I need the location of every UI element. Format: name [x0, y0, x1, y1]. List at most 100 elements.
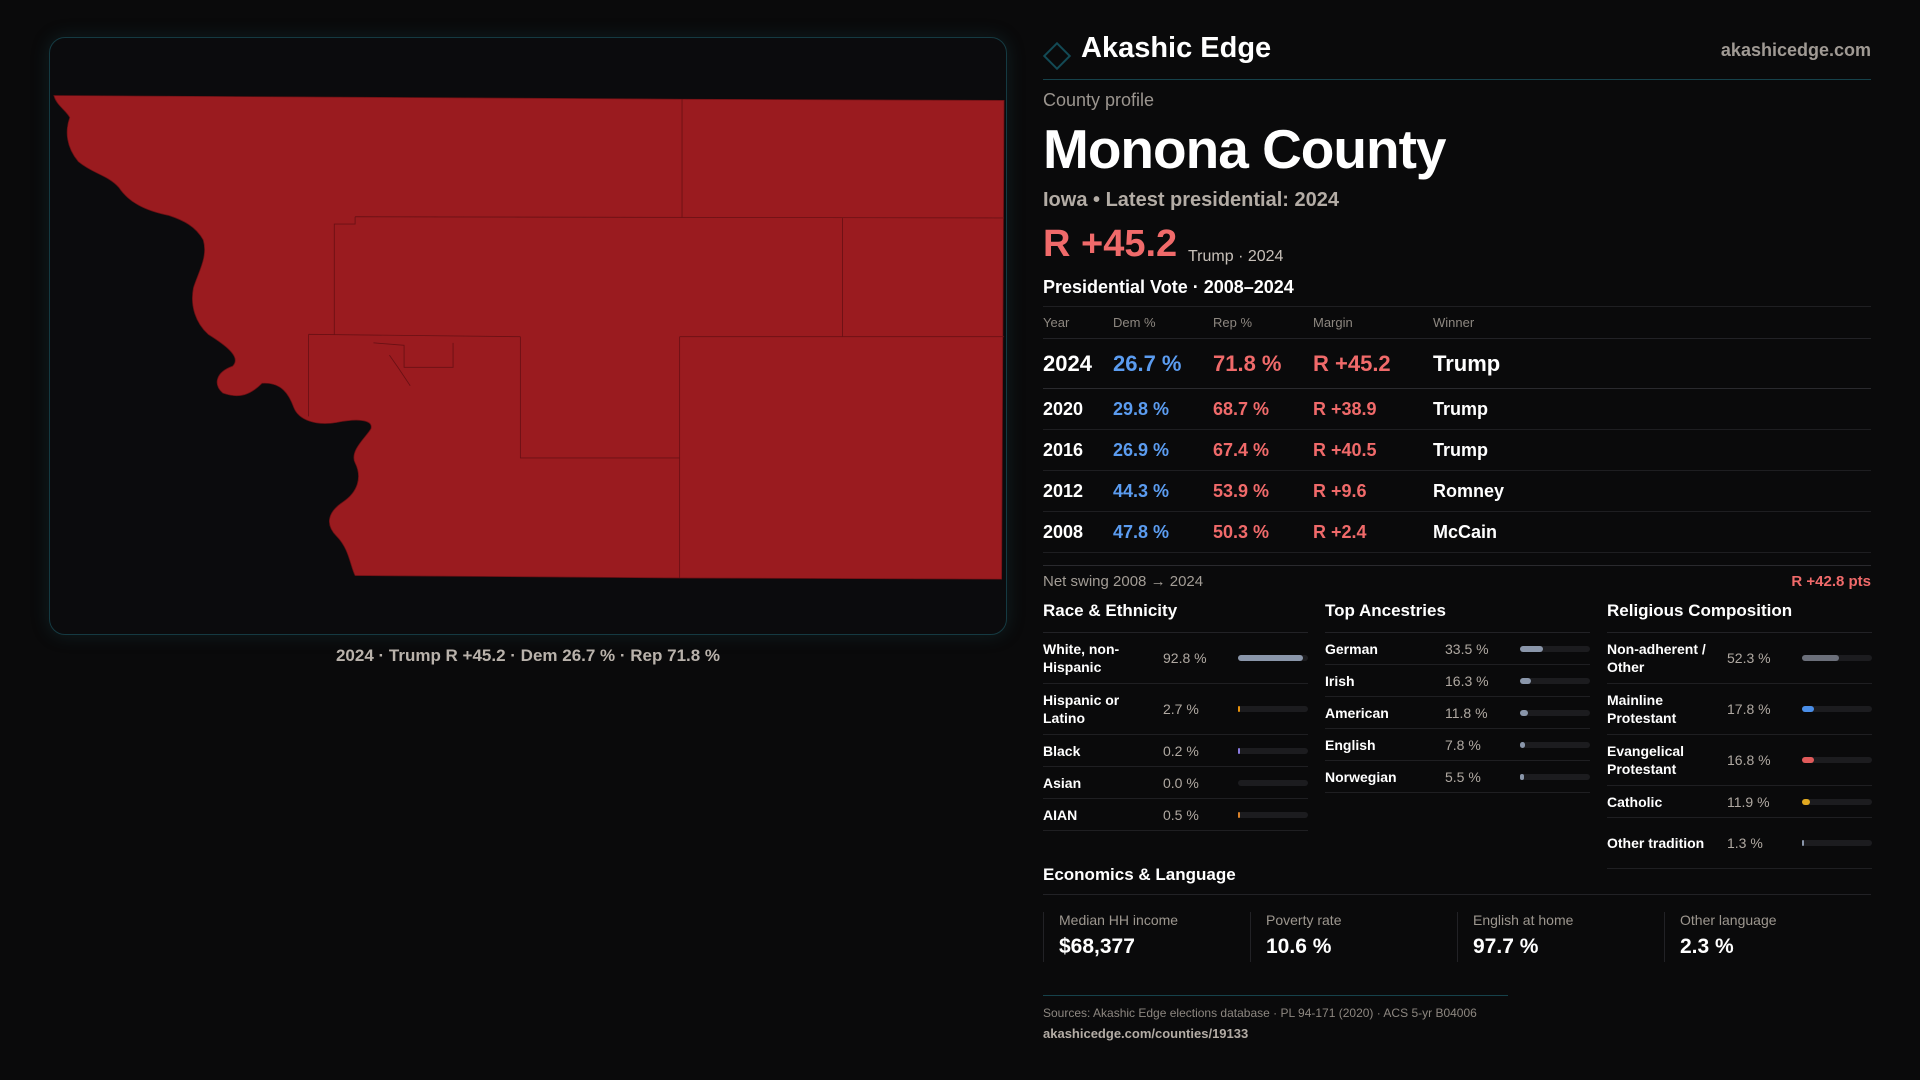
metric-label: White, non-Hispanic	[1043, 641, 1120, 675]
metric-bar-track	[1802, 655, 1872, 661]
metric-bar-track	[1520, 741, 1590, 748]
metric-bar-track	[1238, 747, 1308, 754]
stat-card: Other language 2.3 %	[1664, 912, 1871, 962]
cell-winner: Trump	[1433, 429, 1871, 471]
metric-value: 11.8 %	[1445, 704, 1488, 721]
col-year: Year	[1043, 306, 1113, 339]
metric-value: 17.8 %	[1727, 701, 1771, 717]
vote-row: 2020 29.8 % 68.7 % R +38.9 Trump	[1043, 388, 1871, 430]
metric-bar-track	[1520, 645, 1590, 652]
county-url[interactable]: akashicedge.com/counties/19133	[1043, 1026, 1249, 1041]
headline-margin: R +45.2	[1043, 223, 1178, 265]
metric-value: 92.8 %	[1163, 650, 1207, 666]
metric-label: Norwegian	[1325, 768, 1397, 785]
county-shape[interactable]	[53, 95, 1005, 580]
metric-label: AIAN	[1043, 806, 1078, 823]
col-winner: Winner	[1433, 306, 1871, 339]
econ-cards: Median HH income $68,377 Poverty rate 10.6…	[1043, 912, 1871, 962]
metric-bar-fill	[1238, 655, 1303, 661]
metric-value: 33.5 %	[1445, 640, 1489, 657]
footer-divider	[1043, 995, 1508, 996]
ancestry-row: German 33.5 %	[1325, 633, 1590, 665]
metric-value: 7.8 %	[1445, 736, 1481, 753]
cell-winner: Trump	[1433, 338, 1871, 389]
cell-dem: 44.3 %	[1113, 470, 1213, 512]
metric-bar-fill	[1802, 655, 1839, 661]
cell-margin: R +9.6	[1313, 470, 1433, 512]
net-swing-value: R +42.8 pts	[1791, 573, 1871, 590]
cell-margin: R +45.2	[1313, 338, 1433, 389]
brand-name: Akashic Edge	[1081, 32, 1272, 64]
metric-bar-fill	[1238, 706, 1240, 712]
metric-label: Non-adherent / Other	[1607, 641, 1706, 675]
stat-label: Poverty rate	[1266, 912, 1342, 928]
metric-value: 52.3 %	[1727, 650, 1771, 666]
metric-label: Black	[1043, 742, 1081, 759]
metric-bar-fill	[1520, 773, 1524, 780]
ancestry-row: English 7.8 %	[1325, 729, 1590, 761]
metric-value: 2.7 %	[1163, 701, 1199, 717]
metric-bar-fill	[1238, 811, 1240, 818]
race-row: AIAN 0.5 %	[1043, 799, 1308, 831]
col-margin: Margin	[1313, 306, 1433, 339]
metric-label: German	[1325, 640, 1378, 657]
cell-year: 2016	[1043, 429, 1113, 471]
page-kicker: County profile	[1043, 90, 1155, 110]
cell-winner: Romney	[1433, 470, 1871, 512]
cell-rep: 68.7 %	[1213, 388, 1313, 430]
race-section: Race & Ethnicity White, non-Hispanic 92.8 …	[1043, 601, 1308, 831]
vote-row: 2008 47.8 % 50.3 % R +2.4 McCain	[1043, 511, 1871, 553]
site-link[interactable]: akashicedge.com	[1720, 40, 1871, 60]
ancestry-row: American 11.8 %	[1325, 697, 1590, 729]
metric-bar-fill	[1802, 757, 1814, 763]
metric-value: 1.3 %	[1727, 835, 1763, 851]
cell-dem: 26.7 %	[1113, 338, 1213, 389]
cell-rep: 53.9 %	[1213, 470, 1313, 512]
race-row: Asian 0.0 %	[1043, 767, 1308, 799]
metric-bar-fill	[1802, 840, 1804, 846]
metric-bar-track	[1520, 773, 1590, 780]
religion-row: Other tradition 1.3 %	[1607, 818, 1872, 869]
metric-label: Mainline Protestant	[1607, 692, 1677, 726]
religion-row: Evangelical Protestant 16.8 %	[1607, 735, 1872, 786]
stat-label: Median HH income	[1059, 912, 1179, 928]
stat-value: 2.3 %	[1680, 935, 1734, 958]
metric-bar-fill	[1520, 741, 1526, 748]
cell-margin: R +2.4	[1313, 511, 1433, 553]
metric-label: American	[1325, 704, 1389, 721]
metric-bar-track	[1238, 779, 1308, 786]
metric-bar-fill	[1802, 798, 1811, 805]
cell-rep: 50.3 %	[1213, 511, 1313, 553]
metric-value: 0.0 %	[1163, 774, 1199, 791]
diamond-logo-icon	[1042, 41, 1072, 71]
metric-bar-track	[1802, 840, 1872, 846]
metric-bar-track	[1238, 811, 1308, 818]
vote-row: 2012 44.3 % 53.9 % R +9.6 Romney	[1043, 470, 1871, 512]
religion-row: Catholic 11.9 %	[1607, 786, 1872, 818]
ancestry-row: Norwegian 5.5 %	[1325, 761, 1590, 793]
cell-dem: 47.8 %	[1113, 511, 1213, 553]
cell-winner: Trump	[1433, 388, 1871, 430]
metric-value: 16.8 %	[1727, 752, 1771, 768]
race-row: Hispanic or Latino 2.7 %	[1043, 684, 1308, 735]
net-swing: Net swing 2008 → 2024 R +42.8 pts	[1043, 565, 1871, 590]
stat-label: Other language	[1680, 912, 1777, 928]
net-swing-label: Net swing 2008 → 2024	[1043, 573, 1204, 590]
race-row: White, non-Hispanic 92.8 %	[1043, 633, 1308, 684]
metric-bar-track	[1520, 709, 1590, 716]
metric-value: 11.9 %	[1727, 793, 1770, 810]
cell-dem: 29.8 %	[1113, 388, 1213, 430]
metric-label: Evangelical Protestant	[1607, 743, 1685, 777]
sources-text: Sources: Akashic Edge elections database…	[1043, 1006, 1477, 1020]
stat-value: 10.6 %	[1266, 935, 1332, 958]
vote-table: Year Dem % Rep % Margin Winner 2024 26.7 …	[1043, 306, 1871, 553]
cell-margin: R +38.9	[1313, 388, 1433, 430]
cell-winner: McCain	[1433, 511, 1871, 553]
metric-bar-fill	[1238, 747, 1240, 754]
township-lines	[308, 99, 1005, 578]
metric-bar-track	[1238, 655, 1308, 661]
vote-row: 2024 26.7 % 71.8 % R +45.2 Trump	[1043, 338, 1871, 389]
cell-rep: 71.8 %	[1213, 338, 1313, 389]
metric-value: 0.5 %	[1163, 806, 1199, 823]
religion-section: Religious Composition Non-adherent / Othe…	[1607, 601, 1872, 869]
